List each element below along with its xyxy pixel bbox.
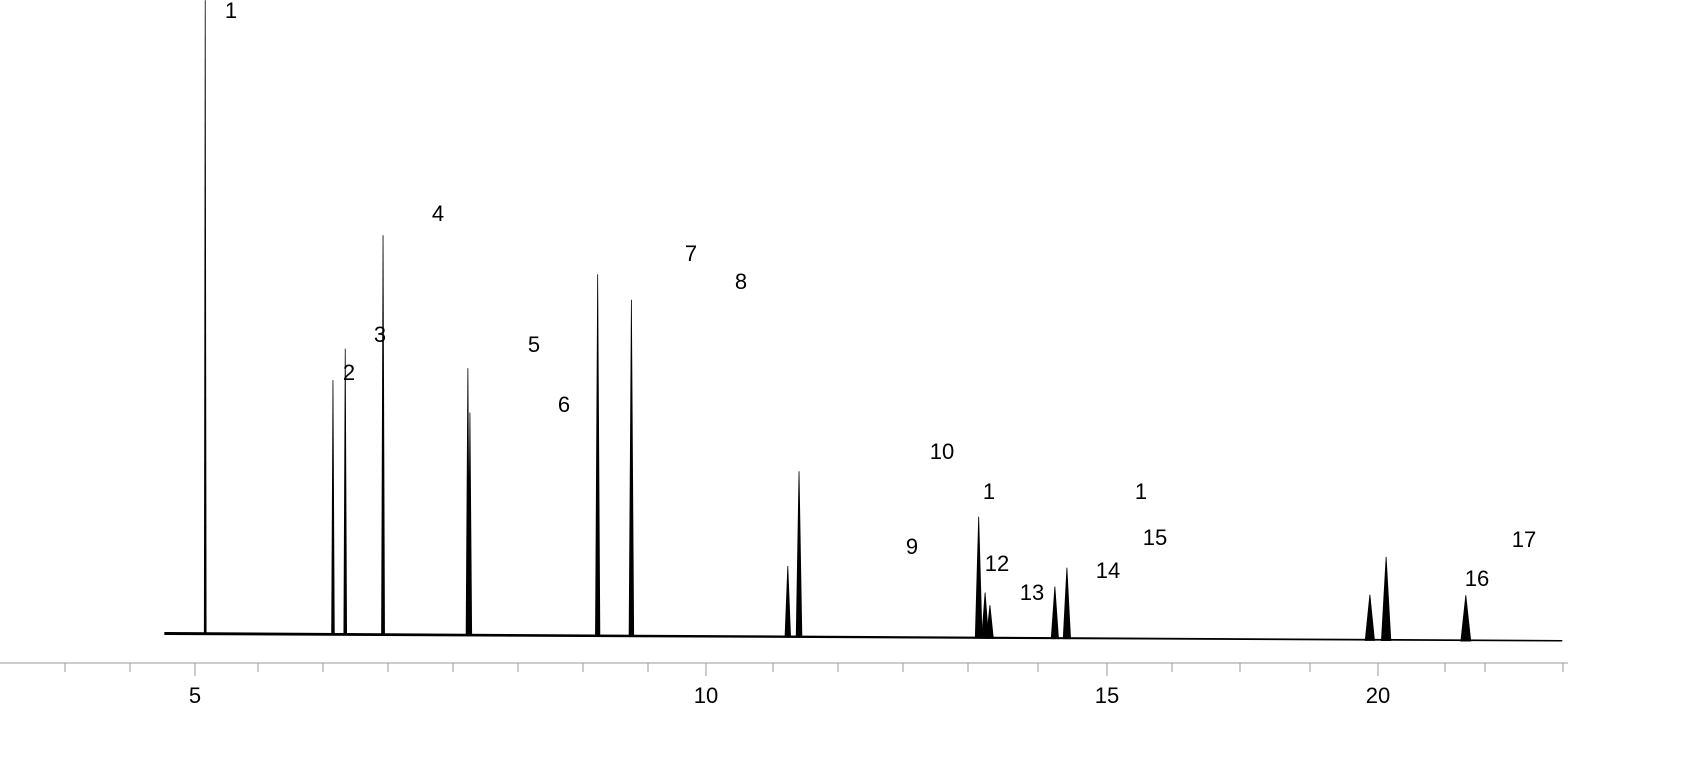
peak xyxy=(595,274,601,637)
peak xyxy=(467,412,473,636)
peak xyxy=(784,566,792,638)
peak xyxy=(1380,556,1392,641)
peak xyxy=(203,0,207,635)
peak-label: 8 xyxy=(735,269,747,294)
peak-label: 12 xyxy=(985,551,1009,576)
peak xyxy=(381,235,385,636)
peak xyxy=(795,471,803,638)
peak-label: 14 xyxy=(1096,558,1120,583)
peak-label: 5 xyxy=(528,332,540,357)
peak xyxy=(986,605,994,639)
peak-label: 6 xyxy=(558,392,570,417)
peak-label: 10 xyxy=(930,439,954,464)
peak-label: 15 xyxy=(1143,525,1167,550)
peak-label: 3 xyxy=(374,322,386,347)
peak-label: 7 xyxy=(685,241,697,266)
peak-label: 9 xyxy=(906,534,918,559)
x-tick-label: 20 xyxy=(1366,683,1390,708)
x-tick-label: 15 xyxy=(1095,683,1119,708)
peak-label: 4 xyxy=(432,201,444,226)
peak xyxy=(628,299,635,637)
peak xyxy=(331,380,335,635)
minor-ticks xyxy=(64,663,1564,672)
x-tick-label: 10 xyxy=(694,683,718,708)
peak xyxy=(343,348,348,636)
peak xyxy=(1050,586,1059,640)
peak xyxy=(981,592,989,639)
peak-label: 16 xyxy=(1465,566,1489,591)
peak xyxy=(1460,595,1472,642)
baseline xyxy=(164,632,1563,642)
peak xyxy=(1062,567,1072,640)
x-tick-label: 5 xyxy=(189,683,201,708)
peak xyxy=(1364,594,1375,641)
peak-label: 1 xyxy=(225,0,237,23)
peak-label: 13 xyxy=(1020,580,1044,605)
peak-label: 2 xyxy=(343,360,355,385)
peak-label: 1 xyxy=(1135,479,1147,504)
peak-label: 17 xyxy=(1512,527,1536,552)
peak xyxy=(974,516,983,639)
peak-label: 1 xyxy=(983,479,995,504)
